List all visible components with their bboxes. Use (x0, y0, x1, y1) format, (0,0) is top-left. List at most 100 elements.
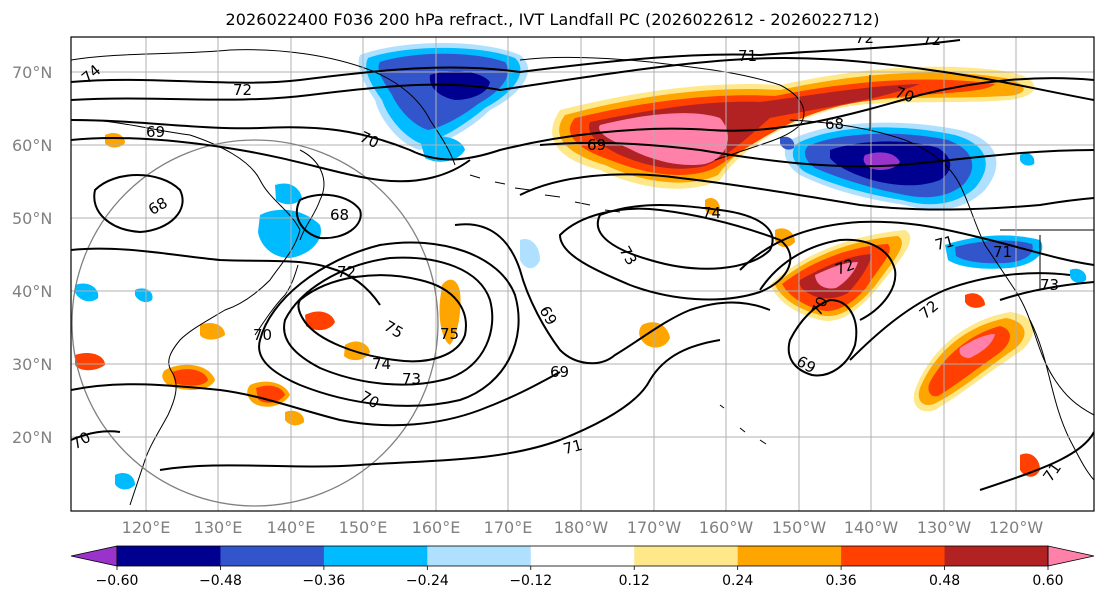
lat-label-30n: 30°N (12, 355, 52, 374)
contour-label-13: 74 (702, 204, 721, 222)
contour-70-south (71, 371, 561, 427)
shade-dateline-a (305, 311, 335, 331)
colorbar-segments (117, 546, 1049, 566)
contour-label-6: 69 (146, 123, 165, 141)
contour-75 (297, 274, 467, 363)
colorbar-tick-label: −0.48 (199, 573, 242, 589)
contour-74-mid (283, 256, 494, 386)
contour-72-mid (71, 247, 381, 306)
lon-label-7: 180°W (554, 518, 609, 537)
contour-label-23: 74 (372, 355, 391, 373)
colorbar: −0.60 −0.48 −0.36 −0.24 −0.12 0.12 0.24 0.36 0.4… (70, 545, 1095, 589)
colorbar-max-extend (1047, 545, 1095, 567)
contour-73 (558, 207, 792, 301)
contour-72-top (71, 39, 961, 84)
contour-label-4: 72 (855, 29, 874, 47)
contour-71-top (71, 57, 1094, 101)
contour-69-mid (787, 298, 858, 377)
shade-small-blue-c (135, 288, 153, 303)
lat-label-70n: 70°N (12, 63, 52, 82)
coast-siberia (71, 49, 456, 166)
colorbar-segment (841, 546, 946, 566)
shade-small-blue-d (780, 136, 795, 150)
contour-label-14: 70 (253, 326, 272, 344)
colorbar-frame (116, 545, 1049, 567)
graticule (71, 37, 1094, 511)
colorbar-tick-label: −0.12 (509, 573, 552, 589)
contour-71-se (979, 431, 1094, 491)
coast-north-america (789, 119, 1094, 416)
chart-title: 2026022400 F036 200 hPa refract., IVT La… (225, 10, 880, 29)
colorbar-tick-label: −0.24 (406, 573, 449, 589)
region-circle (71, 139, 439, 507)
shade-small-c (105, 132, 125, 148)
contour-71-east (739, 220, 1094, 271)
contour-label-15: 72 (337, 263, 356, 281)
shade-small-b (200, 323, 225, 340)
shade-small-blue-a (75, 283, 99, 302)
contour-68-kam (295, 193, 362, 240)
coast-kamchatka (299, 149, 325, 241)
colorbar-segment (220, 546, 325, 566)
contour-72-east (849, 272, 1071, 361)
colorbar-segment (117, 546, 221, 566)
contour-71-south (159, 339, 721, 471)
contour-label-9: 68 (825, 115, 844, 133)
shade-kamchatka-2 (275, 183, 302, 205)
colorbar-tick-label: −0.36 (302, 573, 345, 589)
shade-small-blue-f (1020, 153, 1035, 166)
contour-label-31: 71 (561, 436, 584, 458)
contour-ridge-1 (519, 173, 1094, 211)
colorbar-tick-label: 0.24 (722, 573, 753, 589)
lon-label-13: 120°W (989, 518, 1044, 537)
lon-label-11: 140°W (844, 518, 899, 537)
map-area: 74 72 71 72 72 69 70 70 68 68 69 68 74 7… (71, 29, 1094, 511)
colorbar-labels: −0.60 −0.48 −0.36 −0.24 −0.12 0.12 0.24 0.36 0.4… (96, 573, 1064, 589)
shade-dateline-b (439, 279, 461, 345)
colorbar-segment (737, 546, 842, 566)
shade-aleutian-b (520, 239, 540, 269)
contour-68-west (93, 174, 184, 234)
contour-73-east (999, 281, 1094, 301)
contour-label-30: 72 (833, 255, 857, 278)
contour-troughdip (454, 223, 771, 365)
shade-small-blue-e (1070, 268, 1087, 283)
coast-aleutians (469, 174, 621, 213)
contour-label-24: 73 (402, 370, 421, 388)
colorbar-ticks (116, 566, 1049, 570)
contour-label-26: 69 (550, 363, 569, 381)
colorbar-tick-label: 0.36 (826, 573, 857, 589)
coast-hawaii (719, 404, 767, 445)
colorbar-tick-label: 0.60 (1032, 573, 1063, 589)
lat-label-40n: 40°N (12, 282, 52, 301)
map-frame (70, 36, 1095, 512)
latitude-labels: 70°N 60°N 50°N 40°N 30°N 20°N (12, 63, 52, 447)
colorbar-tick-label: −0.60 (96, 573, 139, 589)
shade-small-f (965, 293, 985, 308)
colorbar-segment (427, 546, 532, 566)
colorbar-min-extend (70, 545, 118, 567)
contour-label-3: 71 (738, 47, 757, 65)
shade-west-pacific-2 (172, 369, 208, 386)
lon-label-9: 160°W (699, 518, 754, 537)
lon-label-3: 140°E (267, 518, 316, 537)
colorbar-segment (530, 546, 635, 566)
contour-label-11: 69 (587, 136, 606, 154)
contour-70-east (759, 238, 897, 321)
longitude-labels: 120°E 130°E 140°E 150°E 160°E 170°E 180°… (122, 518, 1044, 537)
coast-baja (1029, 319, 1094, 481)
lon-label-4: 150°E (339, 518, 388, 537)
shade-california-4 (959, 334, 995, 358)
lon-label-6: 170°E (484, 518, 533, 537)
contour-label-8: 70 (893, 83, 917, 106)
lon-grid-lines (145, 37, 1017, 511)
contour-label-22: 75 (440, 325, 459, 343)
colorbar-tick-label: 0.12 (619, 573, 650, 589)
shade-small-h (285, 410, 305, 426)
shade-central-pacific (639, 322, 670, 348)
lon-label-8: 170°W (627, 518, 682, 537)
shade-small-a (75, 353, 105, 371)
lon-label-10: 150°W (772, 518, 827, 537)
shade-small-g (705, 198, 720, 215)
